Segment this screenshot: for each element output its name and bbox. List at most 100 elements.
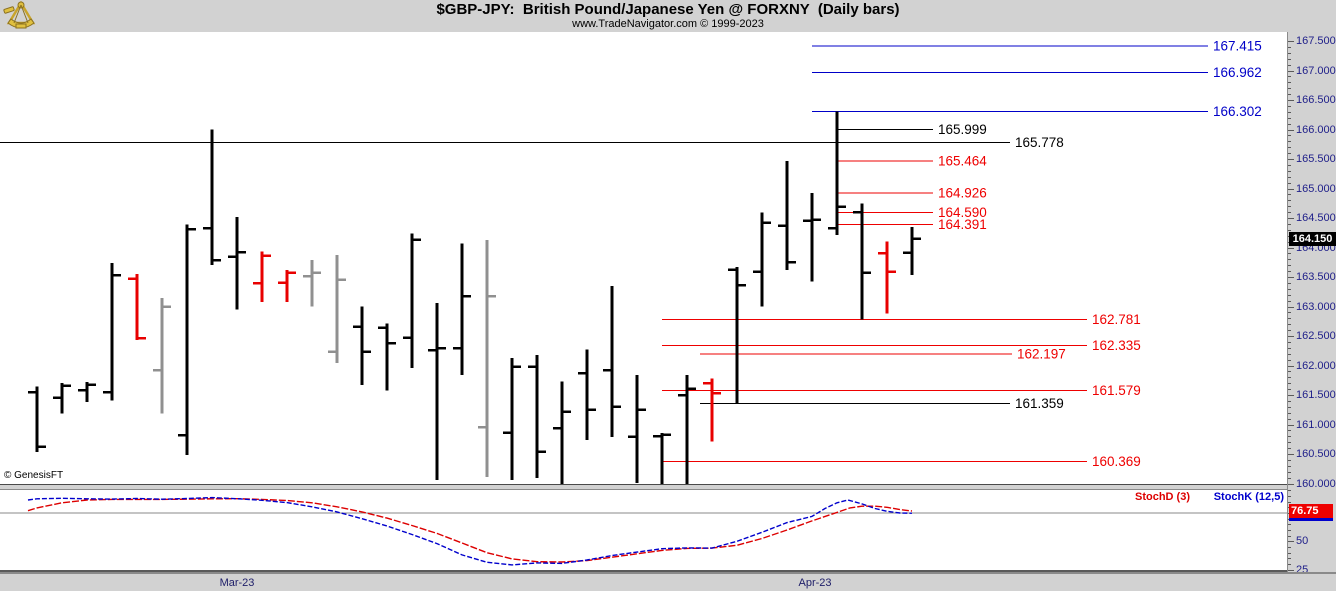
axis-tick [1288,53,1291,54]
svg-text:165.464: 165.464 [938,154,987,169]
axis-tick [1288,230,1291,231]
axis-tick [1288,177,1291,178]
axis-tick [1288,124,1291,125]
legend-stochd[interactable]: StochD (3) [1135,491,1190,503]
axis-tick [1288,436,1291,437]
axis-tick [1288,547,1291,548]
svg-text:166.302: 166.302 [1213,104,1262,119]
svg-text:167.415: 167.415 [1213,39,1262,54]
axis-tick [1288,59,1291,60]
genesisft-sextant-logo[interactable] [2,1,40,31]
axis-tick [1288,564,1291,565]
axis-tick [1288,147,1291,148]
axis-tick [1288,490,1291,491]
price-axis-strip[interactable]: 164.150 76.75 167.500 167.000 166.500 166.0… [1287,32,1336,576]
axis-tick [1288,425,1294,426]
axis-tick [1288,318,1291,319]
axis-tick [1288,541,1294,542]
axis-tick [1288,478,1291,479]
axis-tick [1288,360,1291,361]
axis-tick [1288,259,1291,260]
svg-text:161.359: 161.359 [1015,396,1064,411]
svg-text:164.590: 164.590 [938,205,987,220]
axis-tick [1288,524,1291,525]
axis-label: 50 [1296,535,1309,547]
axis-tick [1288,212,1291,213]
axis-tick [1288,165,1291,166]
axis-tick [1288,442,1291,443]
genesisft-copyright: © GenesisFT [4,470,64,481]
axis-tick [1288,496,1291,497]
axis-tick [1288,171,1291,172]
chart-title: $GBP-JPY: British Pound/Japanese Yen @ F… [436,1,900,18]
axis-label: 161.500 [1296,389,1336,401]
axis-tick [1288,536,1291,537]
axis-tick [1288,100,1294,101]
axis-label: 161.000 [1296,419,1336,431]
axis-tick [1288,389,1291,390]
axis-tick [1288,448,1291,449]
axis-tick [1288,354,1291,355]
axis-tick [1288,502,1291,503]
axis-tick [1288,224,1291,225]
axis-tick [1288,200,1291,201]
axis-tick [1288,206,1291,207]
axis-tick [1288,106,1291,107]
axis-tick [1288,460,1291,461]
axis-label: 163.000 [1296,301,1336,313]
axis-tick [1288,366,1294,367]
svg-text:162.335: 162.335 [1092,338,1141,353]
axis-tick [1288,283,1291,284]
axis-tick [1288,454,1294,455]
axis-tick [1288,189,1294,190]
axis-tick [1288,295,1291,296]
stochastic-canvas[interactable] [0,490,1287,570]
axis-tick [1288,248,1294,249]
axis-tick [1288,466,1291,467]
axis-label: 167.000 [1296,65,1336,77]
axis-tick [1288,194,1291,195]
axis-tick [1288,419,1291,420]
axis-tick [1288,558,1291,559]
axis-tick [1288,342,1291,343]
svg-text:166.962: 166.962 [1213,65,1262,80]
axis-tick [1288,570,1294,571]
axis-tick [1288,530,1291,531]
axis-tick [1288,289,1291,290]
axis-tick [1288,336,1294,337]
svg-text:162.781: 162.781 [1092,312,1141,327]
axis-tick [1288,71,1294,72]
stoch-k-badge-sliver [1289,518,1333,521]
price-chart-canvas[interactable]: 167.415 166.962 166.302 165.999 165.778 165.4… [0,32,1287,484]
axis-tick [1288,330,1291,331]
svg-text:165.778: 165.778 [1015,135,1064,150]
axis-tick [1288,130,1294,131]
axis-tick [1288,377,1291,378]
axis-label: 166.000 [1296,124,1336,136]
svg-text:161.579: 161.579 [1092,383,1141,398]
axis-tick [1288,76,1291,77]
axis-label: 165.000 [1296,183,1336,195]
axis-tick [1288,159,1294,160]
axis-tick [1288,307,1294,308]
axis-tick [1288,82,1291,83]
axis-label: 160.500 [1296,448,1336,460]
axis-tick [1288,371,1291,372]
axis-tick [1288,401,1291,402]
svg-text:164.391: 164.391 [938,217,987,232]
axis-label: 164.500 [1296,212,1336,224]
axis-tick [1288,324,1291,325]
axis-tick [1288,430,1291,431]
date-axis-strip[interactable]: Mar-23 Apr-23 [0,572,1336,591]
axis-tick [1288,47,1291,48]
legend-stochk[interactable]: StochK (12,5) [1213,491,1284,503]
last-price-badge: 164.150 [1289,232,1336,246]
stochastic-panel[interactable]: StochD (3) StochK (12,5) [0,489,1287,572]
stoch-value-badge: 76.75 [1289,504,1333,518]
axis-tick [1288,472,1291,473]
axis-label: 162.500 [1296,330,1336,342]
axis-label: 160.000 [1296,478,1336,490]
axis-label: 165.500 [1296,153,1336,165]
axis-tick [1288,265,1291,266]
price-chart-panel[interactable]: 167.415 166.962 166.302 165.999 165.778 165.4… [0,32,1287,485]
